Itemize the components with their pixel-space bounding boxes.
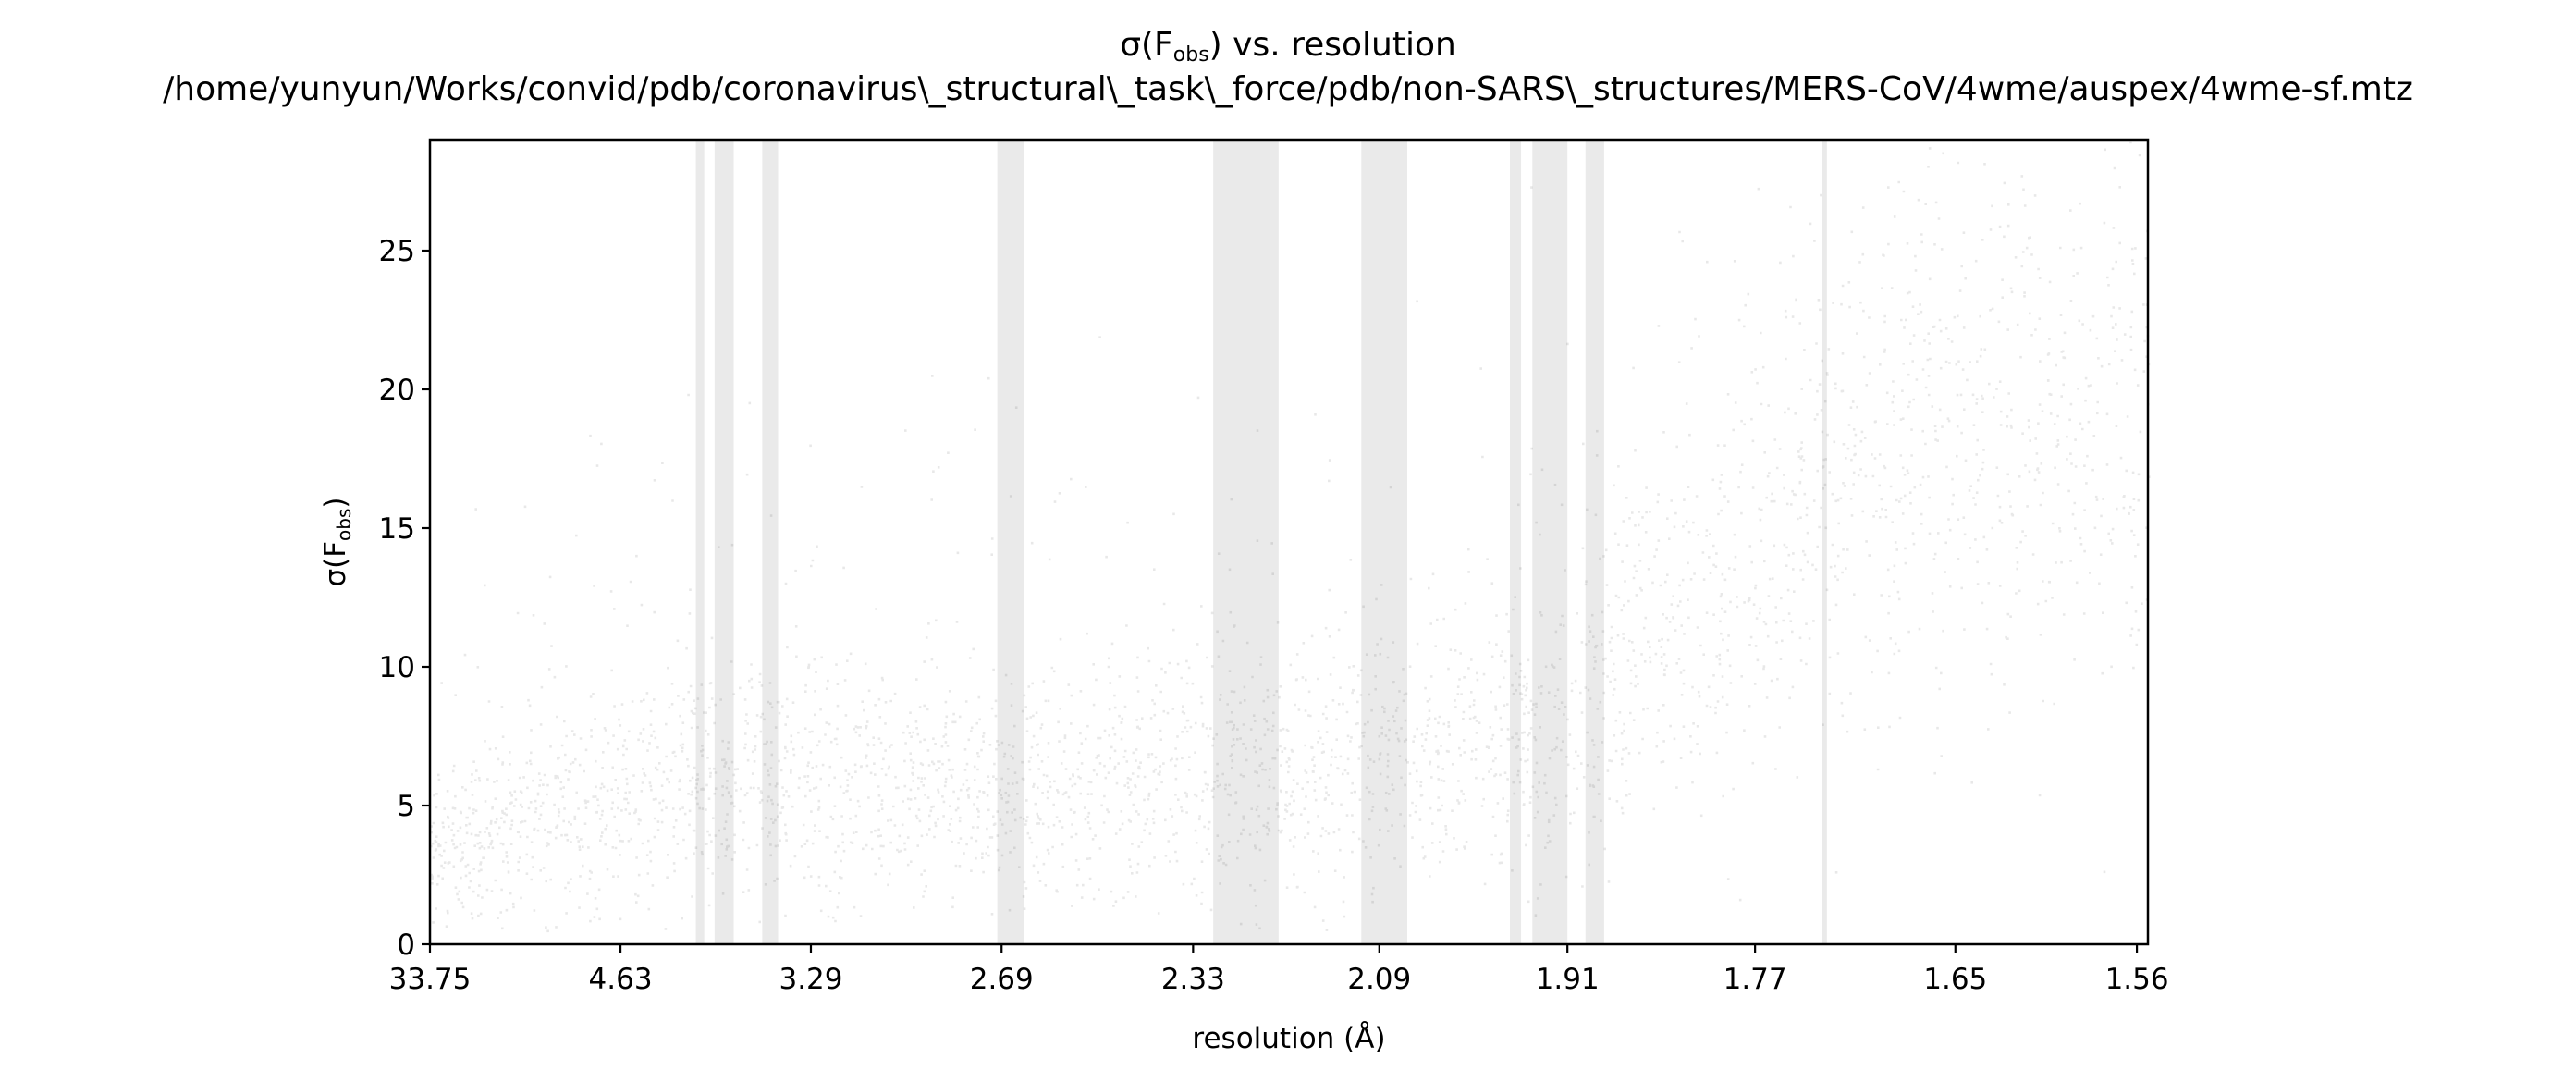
ice-ring-band-9	[1822, 140, 1827, 944]
chart-title: σ(Fobs) vs. resolution	[1120, 26, 1456, 67]
x-tick-label-5: 2.09	[1347, 963, 1411, 996]
x-tick-label-0: 33.75	[389, 963, 472, 996]
x-tick-label-7: 1.77	[1723, 963, 1787, 996]
plot-frame	[428, 138, 2150, 946]
ice-ring-band-2	[762, 140, 779, 944]
x-axis-label: resolution (Å)	[1192, 1022, 1385, 1055]
x-tick-label-6: 1.91	[1536, 963, 1600, 996]
x-tick-label-8: 1.65	[1923, 963, 1987, 996]
y-tick-label-1: 5	[397, 790, 415, 823]
y-tick-label-3: 15	[379, 512, 415, 546]
y-axis-label: σ(Fobs)	[319, 497, 355, 586]
x-tick-label-1: 4.63	[589, 963, 653, 996]
ice-ring-band-6	[1510, 140, 1522, 944]
x-tick-label-9: 1.56	[2105, 963, 2169, 996]
ice-ring-band-8	[1585, 140, 1604, 944]
data-points	[430, 141, 2151, 933]
y-tick-label-4: 20	[379, 374, 415, 407]
ice-ring-band-4	[1213, 140, 1279, 944]
y-tick-label-0: 0	[397, 929, 415, 962]
x-axis: 33.75 4.63 3.29 2.69 2.33 2.09 1.91 1.77 1.65 1.5…	[389, 944, 2169, 996]
x-tick-label-2: 3.29	[779, 963, 842, 996]
ice-ring-band-3	[997, 140, 1024, 944]
y-tick-label-2: 10	[379, 651, 415, 684]
y-tick-label-5: 25	[379, 235, 415, 268]
y-axis: 0 5 10 15 20 25	[379, 235, 430, 962]
chart-subtitle: /home/yunyun/Works/convid/pdb/coronaviru…	[163, 70, 2413, 108]
x-tick-label-4: 2.33	[1161, 963, 1225, 996]
ice-ring-band-1	[714, 140, 734, 944]
ice-ring-band-0	[695, 140, 705, 944]
ice-ring-bands	[695, 140, 1827, 944]
ice-ring-band-7	[1532, 140, 1568, 944]
ice-ring-band-5	[1361, 140, 1407, 944]
x-tick-label-3: 2.69	[970, 963, 1034, 996]
scatter-cloud	[430, 141, 2151, 933]
